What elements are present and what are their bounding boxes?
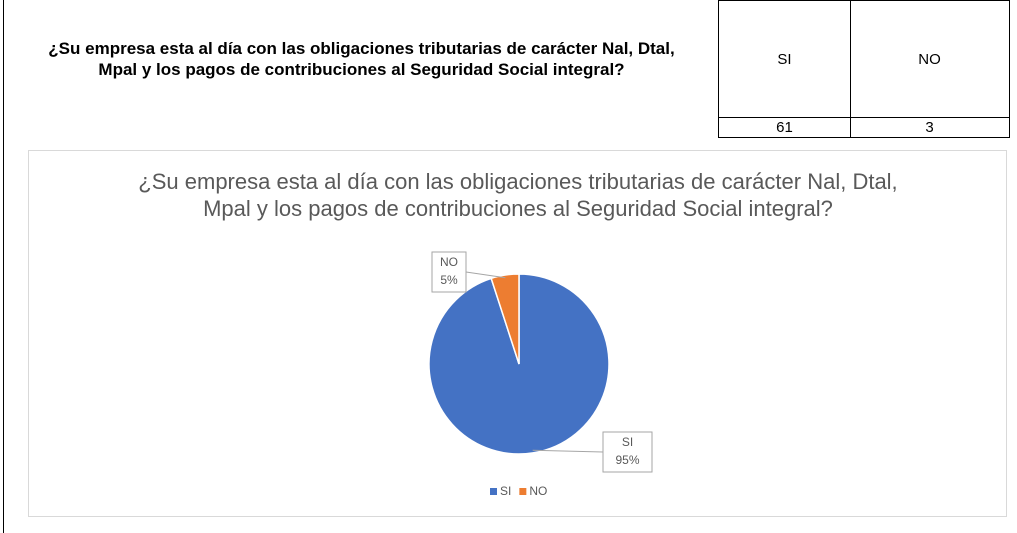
data-label-box: [602, 431, 653, 473]
pie-slice: [490, 273, 520, 365]
chart-title: ¿Su empresa esta al día con las obligaci…: [138, 169, 898, 221]
question-cell: ¿Su empresa esta al día con las obligaci…: [3, 0, 719, 117]
value-cell: 61: [718, 117, 851, 138]
data-label-box: [431, 251, 467, 293]
border-line: [3, 117, 4, 533]
data-label-category: SI: [622, 435, 633, 449]
data-label-value: 95%: [615, 453, 639, 467]
legend-swatch: [490, 488, 497, 495]
legend-swatch: [519, 488, 527, 495]
chart-area: [28, 150, 1007, 517]
legend-label: SI: [500, 484, 511, 498]
legend-label: NO: [529, 484, 547, 498]
leader-line: [465, 271, 506, 279]
leader-line: [532, 449, 604, 453]
data-label-value: 5%: [440, 273, 458, 287]
value-cell: 3: [850, 117, 1010, 138]
data-label-category: NO: [440, 255, 458, 269]
